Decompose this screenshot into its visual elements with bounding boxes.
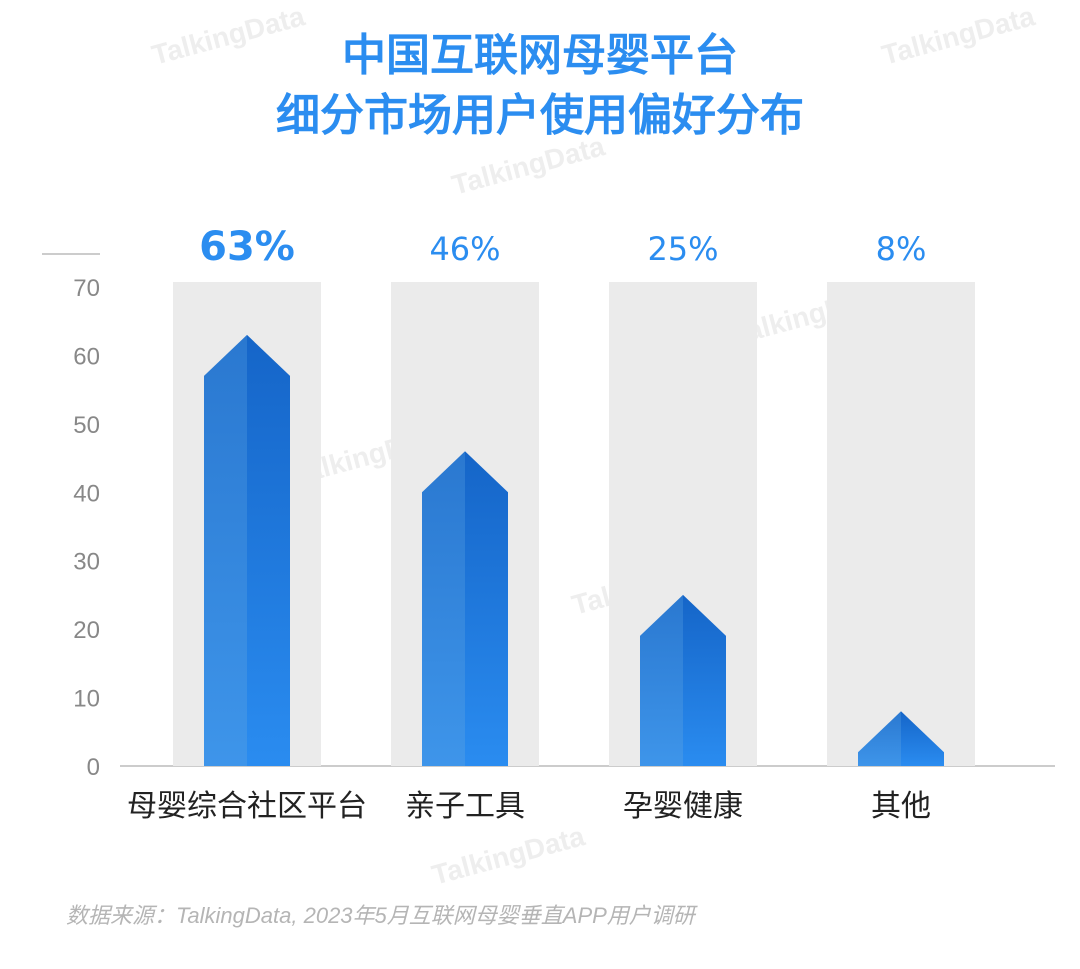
y-tick-label: 30 [73,549,100,576]
y-tick-label: 0 [87,754,100,781]
y-tick-label: 20 [73,617,100,644]
x-tick-label: 其他 [871,789,931,824]
y-tick-label: 40 [73,480,100,507]
bar-right-face [683,594,726,766]
bar-right-face [247,334,290,766]
chart-title-line1: 中国互联网母婴平台 [342,30,738,81]
bar-left-face [640,594,683,766]
chart-title-line2: 细分市场用户使用偏好分布 [276,90,804,141]
data-label: 25% [647,230,718,268]
bar-right-face [901,711,944,766]
data-label: 8% [876,230,927,268]
source-note: 数据来源：TalkingData, 2023年5月互联网母婴垂直APP用户调研 [66,903,695,928]
bar-background [827,282,975,766]
data-label: 46% [429,230,500,268]
x-tick-label: 母婴综合社区平台 [127,789,367,824]
bar-right-face [465,451,508,766]
bar-left-face [422,451,465,766]
bar-left-face [204,334,247,766]
data-label: 63% [199,224,295,270]
y-tick-label: 70 [73,275,100,302]
x-tick-label: 亲子工具 [405,789,525,824]
y-tick-label: 10 [73,686,100,713]
bar-left-face [858,711,901,766]
x-tick-label: 孕婴健康 [623,789,743,824]
y-tick-label: 50 [73,412,100,439]
y-tick-label: 60 [73,343,100,370]
